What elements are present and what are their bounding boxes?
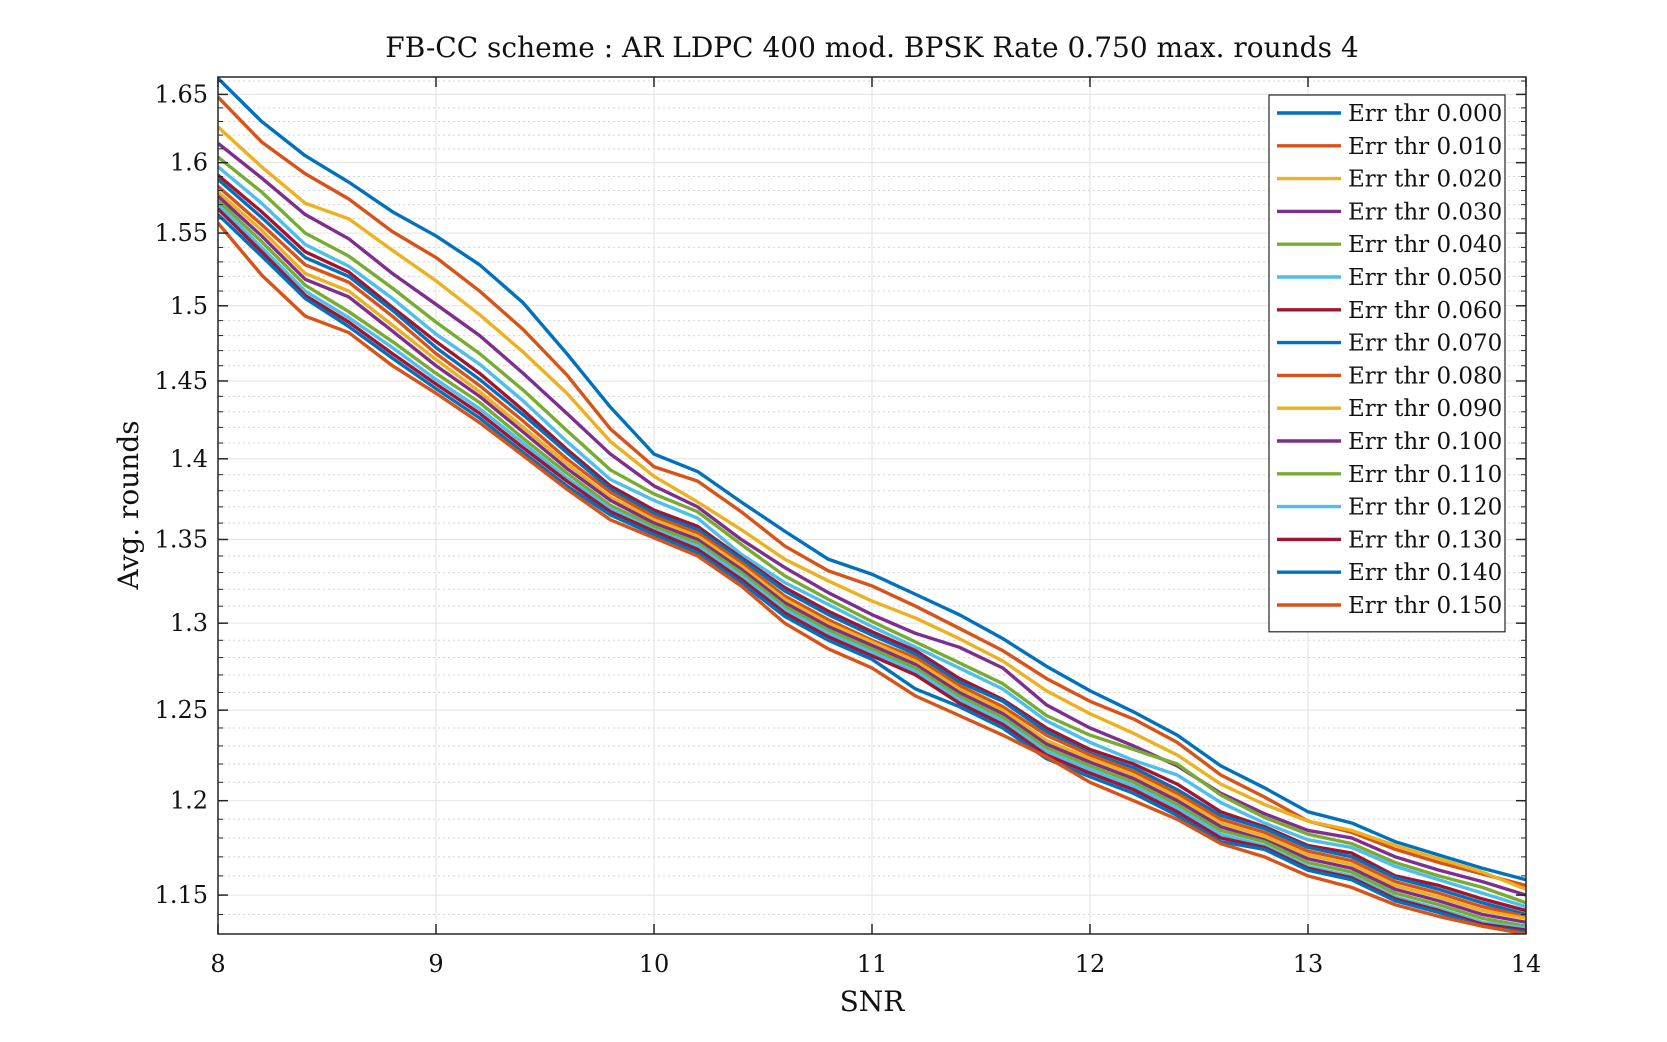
x-tick-label: 11 [857, 950, 888, 978]
y-tick-label: 1.5 [170, 292, 208, 320]
legend-entry-label: Err thr 0.060 [1348, 298, 1502, 324]
y-tick-label: 1.4 [170, 445, 208, 473]
series-line-2 [218, 125, 1526, 891]
chart-title: FB-CC scheme : AR LDPC 400 mod. BPSK Rat… [385, 31, 1358, 64]
series-line-0 [218, 77, 1526, 882]
series-lines [218, 77, 1526, 934]
x-tick-label: 8 [210, 950, 225, 978]
legend-box [1268, 94, 1506, 633]
legend: Err thr 0.000 Err thr 0.010 Err thr 0.020 E… [1268, 94, 1506, 633]
y-tick-label: 1.15 [155, 881, 208, 909]
legend-entry-label: Err thr 0.130 [1348, 527, 1502, 553]
series-line-10 [218, 194, 1526, 924]
x-tick-label: 14 [1511, 950, 1542, 978]
series-line-4 [218, 155, 1526, 905]
x-tick-label: 13 [1293, 950, 1324, 978]
legend-entry-label: Err thr 0.150 [1348, 593, 1502, 619]
legend-entry-label: Err thr 0.050 [1348, 265, 1502, 291]
y-tick-label: 1.3 [170, 609, 208, 637]
y-axis-label: Avg. rounds [112, 420, 145, 590]
series-line-12 [218, 203, 1526, 930]
legend-entry-label: Err thr 0.010 [1348, 134, 1502, 160]
y-tick-label: 1.45 [155, 367, 208, 395]
legend-entry-label: Err thr 0.070 [1348, 331, 1502, 357]
series-line-7 [218, 178, 1526, 917]
legend-entry-label: Err thr 0.080 [1348, 363, 1502, 389]
series-line-9 [218, 190, 1526, 921]
y-tick-label: 1.35 [155, 525, 208, 553]
series-line-15 [218, 221, 1526, 934]
y-tick-label: 1.6 [170, 149, 208, 177]
series-line-3 [218, 141, 1526, 897]
x-tick-label: 12 [1075, 950, 1106, 978]
series-line-11 [218, 199, 1526, 928]
y-tick-label: 1.65 [155, 80, 208, 108]
legend-entry-label: Err thr 0.110 [1348, 462, 1502, 488]
series-line-13 [218, 207, 1526, 932]
y-tick-label: 1.55 [155, 219, 208, 247]
x-tick-label: 10 [639, 950, 670, 978]
x-axis-label: SNR [840, 985, 906, 1018]
series-line-14 [218, 213, 1526, 934]
legend-entry-label: Err thr 0.100 [1348, 429, 1502, 455]
legend-entry-label: Err thr 0.000 [1348, 101, 1502, 127]
legend-entry-label: Err thr 0.120 [1348, 495, 1502, 521]
y-tick-label: 1.2 [170, 787, 208, 815]
series-line-6 [218, 173, 1526, 913]
legend-entry-label: Err thr 0.030 [1348, 199, 1502, 225]
legend-entry-label: Err thr 0.020 [1348, 167, 1502, 193]
ticks: 1.15 1.2 1.25 1.3 1.35 1.4 1.45 1.5 1.55 1.6 1.65 8… [155, 77, 1542, 978]
legend-entry-label: Err thr 0.090 [1348, 396, 1502, 422]
x-tick-label: 9 [428, 950, 443, 978]
series-line-5 [218, 165, 1526, 909]
y-tick-label: 1.25 [155, 696, 208, 724]
legend-entry-label: Err thr 0.140 [1348, 560, 1502, 586]
legend-entry-label: Err thr 0.040 [1348, 232, 1502, 258]
